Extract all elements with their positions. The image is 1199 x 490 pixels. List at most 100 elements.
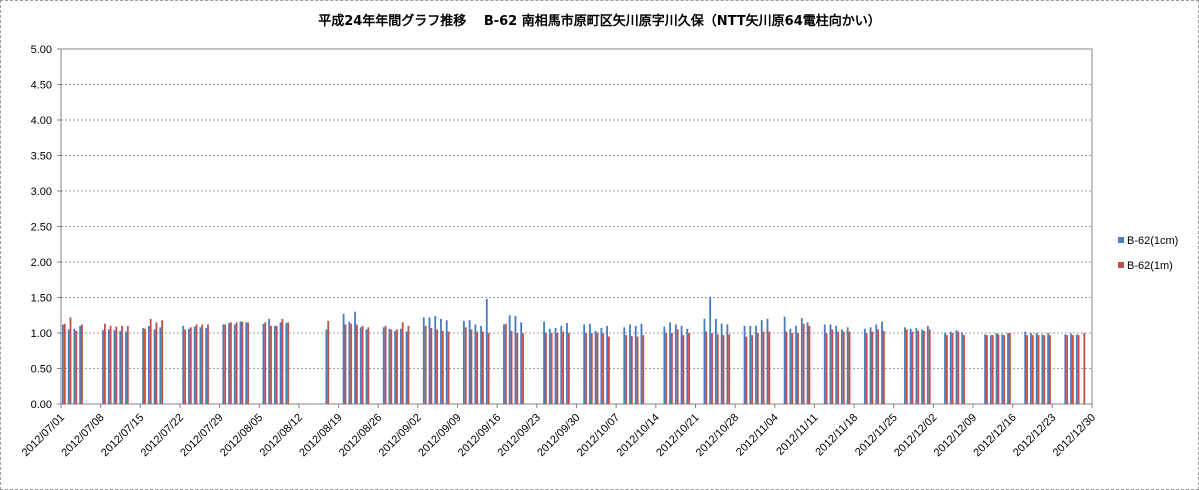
legend-label: B-62(1cm)	[1127, 235, 1178, 247]
bar-1cm	[485, 298, 488, 404]
bar-1m	[556, 333, 559, 404]
bar-1cm	[354, 311, 356, 404]
bar-1cm	[113, 330, 116, 404]
bar-1m	[1066, 335, 1069, 404]
bar-1m	[665, 333, 668, 404]
bar-1cm	[474, 324, 477, 404]
bar-1m	[436, 329, 439, 404]
bar-1m	[121, 325, 123, 404]
bar-1m	[722, 335, 725, 404]
bar-1m	[963, 335, 965, 404]
bar-1cm	[503, 324, 505, 404]
bar-1m	[184, 329, 186, 404]
bar-1m	[207, 324, 209, 404]
bar-1m	[396, 329, 398, 404]
bar-1cm	[760, 320, 763, 404]
bar-1m	[762, 331, 765, 404]
bar-1cm	[222, 324, 225, 404]
bar-1cm	[434, 315, 437, 404]
bar-1m	[384, 325, 387, 404]
bar-1cm	[795, 325, 798, 404]
bar-1cm	[915, 328, 918, 404]
y-tick-label: 5.00	[31, 44, 52, 56]
bar-1cm	[125, 331, 127, 404]
bar-1cm	[147, 325, 150, 404]
bar-1cm	[382, 327, 385, 404]
bar-1m	[144, 328, 146, 404]
bar-1m	[390, 329, 393, 404]
bar-1cm	[846, 327, 849, 404]
bar-1cm	[594, 330, 597, 404]
bar-1cm	[508, 315, 511, 404]
bar-1cm	[669, 322, 672, 404]
bar-1m	[1083, 333, 1086, 404]
bar-1cm	[428, 317, 431, 404]
bar-1m	[865, 333, 868, 404]
y-tick-label: 2.50	[31, 222, 52, 234]
bar-1m	[109, 325, 112, 404]
bar-1m	[997, 334, 1000, 404]
bar-1m	[986, 335, 988, 404]
bar-1cm	[1070, 333, 1072, 404]
bar-1m	[69, 317, 72, 404]
bar-1m	[247, 322, 249, 404]
bar-1cm	[989, 335, 992, 404]
bar-1m	[287, 322, 290, 404]
bar-1m	[424, 325, 427, 404]
bar-1m	[567, 333, 570, 404]
bar-1cm	[228, 323, 230, 404]
bar-1cm	[623, 327, 626, 404]
bar-1m	[447, 331, 450, 404]
bar-1m	[430, 328, 433, 404]
bar-1m	[791, 333, 794, 404]
bar-1cm	[926, 325, 929, 404]
bar-1cm	[480, 325, 482, 404]
bar-1m	[126, 325, 129, 404]
bar-1m	[882, 330, 885, 404]
bar-1cm	[520, 322, 523, 404]
bar-1m	[928, 329, 931, 404]
bar-1cm	[869, 327, 872, 404]
bar-1cm	[268, 318, 271, 404]
bar-1m	[224, 324, 227, 404]
bar-1m	[688, 333, 691, 404]
bar-1cm	[841, 329, 843, 404]
bar-1cm	[548, 328, 551, 404]
bar-1m	[745, 336, 748, 404]
bar-1m	[327, 320, 330, 404]
bar-1m	[264, 322, 267, 404]
bar-1cm	[674, 324, 677, 404]
bar-1m	[75, 330, 78, 404]
x-tick-label: 2012/11/04	[734, 412, 781, 459]
bar-1cm	[600, 328, 603, 404]
bar-1m	[1026, 335, 1028, 404]
bar-1m	[671, 333, 673, 404]
bar-1m	[562, 331, 565, 404]
bar-1cm	[703, 318, 706, 404]
bar-1cm	[285, 323, 288, 404]
bar-1m	[487, 333, 490, 404]
bar-1m	[711, 333, 713, 404]
bar-1m	[917, 330, 920, 404]
bar-1m	[785, 331, 788, 404]
bar-1m	[991, 335, 994, 404]
bar-1cm	[1064, 334, 1067, 404]
bar-1cm	[79, 325, 82, 404]
bar-1m	[585, 333, 587, 404]
bar-1cm	[995, 333, 998, 404]
chart-title: 平成24年年間グラフ推移 B-62 南相馬市原町区矢川原字川久保（NTT矢川原6…	[318, 14, 881, 29]
bar-1cm	[388, 328, 391, 404]
bar-1cm	[102, 330, 104, 404]
bar-1m	[911, 331, 914, 404]
bar-1m	[596, 333, 599, 404]
bar-1m	[550, 333, 553, 404]
bar-1cm	[783, 316, 786, 404]
bar-1m	[281, 318, 284, 404]
bar-1cm	[806, 322, 809, 404]
bar-1m	[275, 325, 278, 404]
bar-1m	[951, 333, 954, 404]
bar-1m	[751, 335, 754, 404]
bar-1cm	[342, 313, 345, 404]
bar-1cm	[554, 328, 557, 404]
bar-1cm	[709, 296, 712, 404]
